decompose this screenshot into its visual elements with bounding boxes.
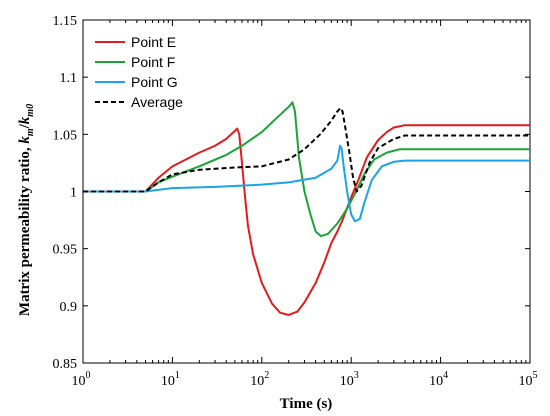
x-tick-label-exp: 0 (86, 370, 91, 381)
y-axis-title-prefix: Matrix permeability ratio, (17, 144, 33, 316)
x-tick-label-exp: 5 (533, 370, 538, 381)
y-axis-title-sub2: m0 (25, 104, 36, 117)
x-tick-label-base: 10 (340, 374, 354, 389)
x-tick-label: 103 (340, 370, 359, 389)
y-axis-title-k1: k (17, 136, 33, 144)
x-tick-label-base: 10 (161, 374, 175, 389)
x-tick-label-base: 10 (519, 374, 533, 389)
y-tick-label: 1.1 (60, 71, 78, 86)
legend-label-point-g: Point G (131, 74, 178, 90)
x-tick-label-base: 10 (72, 374, 86, 389)
y-tick-label: 0.9 (60, 300, 78, 315)
x-tick-label: 104 (429, 370, 448, 389)
y-tick-label: 0.85 (53, 357, 78, 372)
x-tick-label-exp: 2 (264, 370, 269, 381)
x-tick-label-base: 10 (429, 374, 443, 389)
x-tick-label-exp: 4 (443, 370, 448, 381)
x-tick-label-exp: 1 (175, 370, 180, 381)
legend-label-point-f: Point F (131, 54, 175, 70)
y-tick-label: 1 (70, 186, 77, 201)
x-tick-label: 100 (72, 370, 91, 389)
legend: Point E Point F Point G Average (95, 34, 183, 110)
y-tick-label: 1.05 (53, 128, 78, 143)
series-line-point-f (83, 101, 530, 238)
y-axis-title-sub1: m (25, 128, 36, 136)
x-tick-label: 101 (161, 370, 180, 389)
x-tick-label: 102 (250, 370, 269, 389)
x-axis-title: Time (s) (280, 396, 333, 412)
series-lines (83, 101, 530, 316)
y-axis-title-slash: / (17, 123, 33, 129)
y-axis-title: Matrix permeability ratio, km/km0 (17, 104, 36, 316)
y-tick-label: 0.95 (53, 243, 78, 258)
y-tick-label: 1.15 (53, 14, 78, 29)
x-tick-label-exp: 3 (354, 370, 359, 381)
x-tick-label: 105 (519, 370, 538, 389)
series-line-average (83, 107, 530, 193)
series-line-point-g (83, 144, 530, 223)
series-line-point-e (83, 124, 530, 316)
y-axis-title-k2: k (17, 116, 33, 124)
legend-label-point-e: Point E (131, 34, 176, 50)
x-tick-label-base: 10 (250, 374, 264, 389)
legend-label-average: Average (131, 94, 183, 110)
